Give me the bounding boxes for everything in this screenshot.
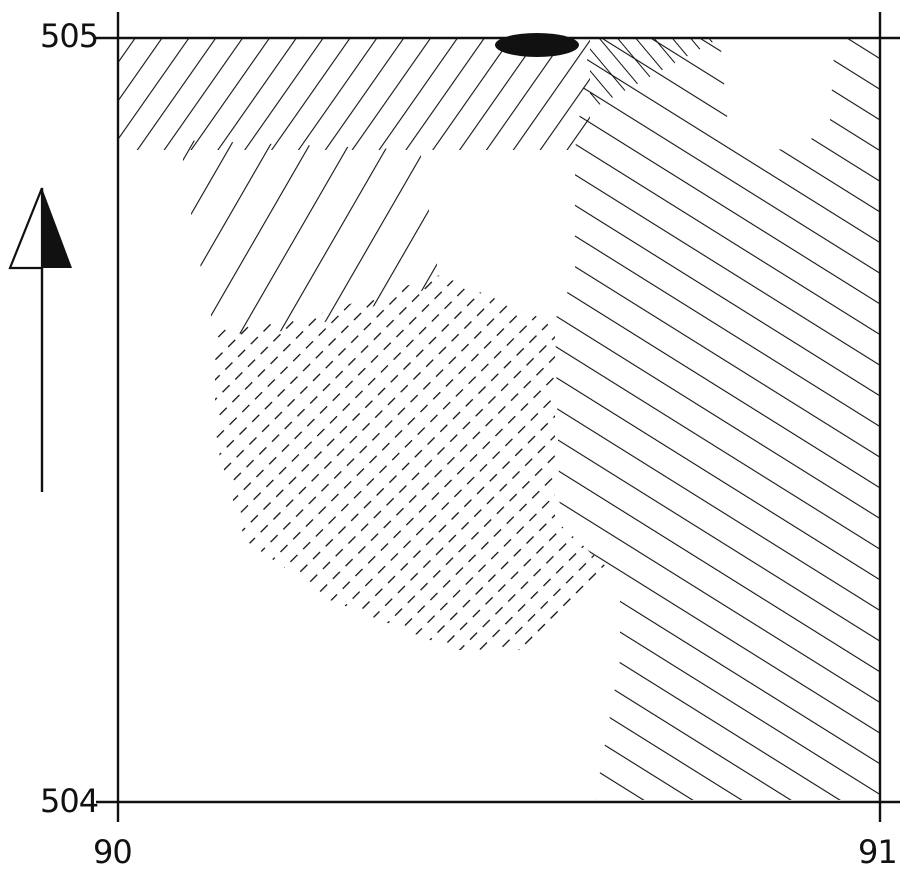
northing-label-bottom: 504: [40, 782, 99, 820]
easting-label-right: 91: [858, 833, 898, 871]
zone-top-band: [118, 38, 590, 150]
north-arrow-icon: [8, 187, 72, 492]
northing-label-top: 505: [40, 17, 99, 55]
map-frame: [96, 12, 900, 822]
easting-label-left: 90: [93, 833, 133, 871]
top-dark-spot: [495, 33, 579, 57]
zone-east: [555, 38, 880, 800]
